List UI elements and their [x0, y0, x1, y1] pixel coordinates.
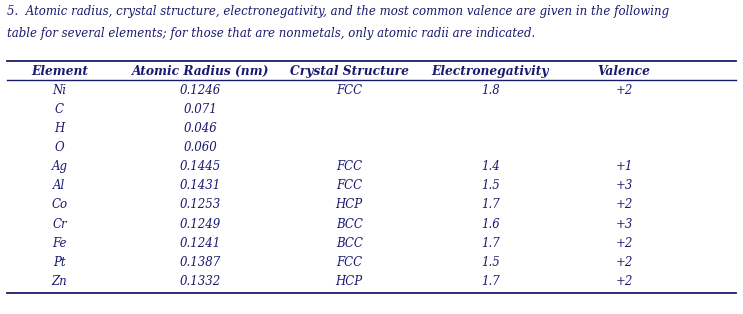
Text: +3: +3 — [615, 179, 633, 192]
Text: Pt: Pt — [53, 256, 65, 269]
Text: BCC: BCC — [336, 237, 363, 250]
Text: +2: +2 — [615, 198, 633, 211]
Text: 0.1332: 0.1332 — [180, 275, 221, 288]
Text: +1: +1 — [615, 160, 633, 173]
Text: 0.071: 0.071 — [184, 103, 218, 116]
Text: Atomic Radius (nm): Atomic Radius (nm) — [132, 65, 269, 78]
Text: FCC: FCC — [336, 256, 363, 269]
Text: Co: Co — [51, 198, 68, 211]
Text: H: H — [54, 122, 65, 135]
Text: 1.7: 1.7 — [481, 275, 500, 288]
Text: Electronegativity: Electronegativity — [432, 65, 549, 78]
Text: +2: +2 — [615, 237, 633, 250]
Text: HCP: HCP — [336, 275, 363, 288]
Text: 1.4: 1.4 — [481, 160, 500, 173]
Text: 1.8: 1.8 — [481, 84, 500, 96]
Text: 0.046: 0.046 — [184, 122, 218, 135]
Text: 0.1387: 0.1387 — [180, 256, 221, 269]
Text: 1.5: 1.5 — [481, 179, 500, 192]
Text: 0.1431: 0.1431 — [180, 179, 221, 192]
Text: 0.1253: 0.1253 — [180, 198, 221, 211]
Text: Ni: Ni — [53, 84, 66, 96]
Text: Element: Element — [31, 65, 88, 78]
Text: +2: +2 — [615, 256, 633, 269]
Text: FCC: FCC — [336, 179, 363, 192]
Text: Cr: Cr — [52, 218, 67, 230]
Text: table for several elements; for those that are nonmetals, only atomic radii are : table for several elements; for those th… — [7, 27, 536, 40]
Text: 0.1445: 0.1445 — [180, 160, 221, 173]
Text: FCC: FCC — [336, 84, 363, 96]
Text: Zn: Zn — [51, 275, 68, 288]
Text: 1.7: 1.7 — [481, 198, 500, 211]
Text: 0.060: 0.060 — [184, 141, 218, 154]
Text: 1.6: 1.6 — [481, 218, 500, 230]
Text: +2: +2 — [615, 84, 633, 96]
Text: O: O — [55, 141, 64, 154]
Text: 1.7: 1.7 — [481, 237, 500, 250]
Text: HCP: HCP — [336, 198, 363, 211]
Text: +2: +2 — [615, 275, 633, 288]
Text: Al: Al — [53, 179, 65, 192]
Text: 5.  Atomic radius, crystal structure, electronegativity, and the most common val: 5. Atomic radius, crystal structure, ele… — [7, 5, 669, 18]
Text: Ag: Ag — [51, 160, 68, 173]
Text: 0.1246: 0.1246 — [180, 84, 221, 96]
Text: Fe: Fe — [52, 237, 67, 250]
Text: 0.1241: 0.1241 — [180, 237, 221, 250]
Text: FCC: FCC — [336, 160, 363, 173]
Text: Valence: Valence — [597, 65, 651, 78]
Text: C: C — [55, 103, 64, 116]
Text: +3: +3 — [615, 218, 633, 230]
Text: 1.5: 1.5 — [481, 256, 500, 269]
Text: Crystal Structure: Crystal Structure — [290, 65, 409, 78]
Text: BCC: BCC — [336, 218, 363, 230]
Text: 0.1249: 0.1249 — [180, 218, 221, 230]
